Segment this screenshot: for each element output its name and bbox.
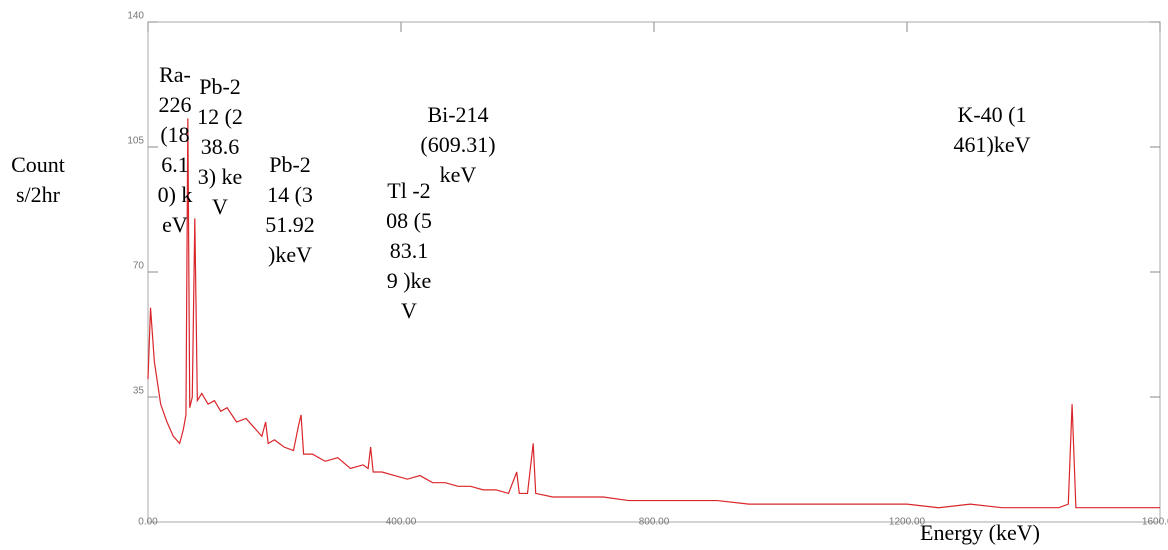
peak-label: Pb-214 (351.92 )keV: [265, 152, 315, 267]
x-tick-label: 1600.00: [1142, 517, 1168, 528]
y-tick-label: 70: [133, 261, 145, 272]
x-tick-label: 800.00: [639, 517, 670, 528]
peak-label: K-40 (1461)keV: [953, 102, 1031, 157]
peak-label: Bi-214 (609.31) keV: [420, 102, 496, 187]
x-tick-label: 1200.00: [889, 517, 926, 528]
y-tick-label: 105: [127, 136, 144, 147]
x-tick-label: 0.00: [138, 517, 158, 528]
x-axis-label: Energy (keV): [920, 520, 1040, 545]
peak-label: Pb-212 (238.63) keV: [197, 74, 243, 219]
peak-label: Ra-226 (186.10) keV: [157, 62, 193, 237]
y-tick-label: 140: [127, 11, 144, 22]
spectrum-line: [147, 118, 1160, 509]
peak-label: Tl -208 (583.19 )keV: [386, 178, 432, 323]
y-axis-label: Counts/2hr: [11, 152, 65, 207]
y-tick-label: 35: [133, 386, 145, 397]
x-tick-label: 400.00: [386, 517, 417, 528]
